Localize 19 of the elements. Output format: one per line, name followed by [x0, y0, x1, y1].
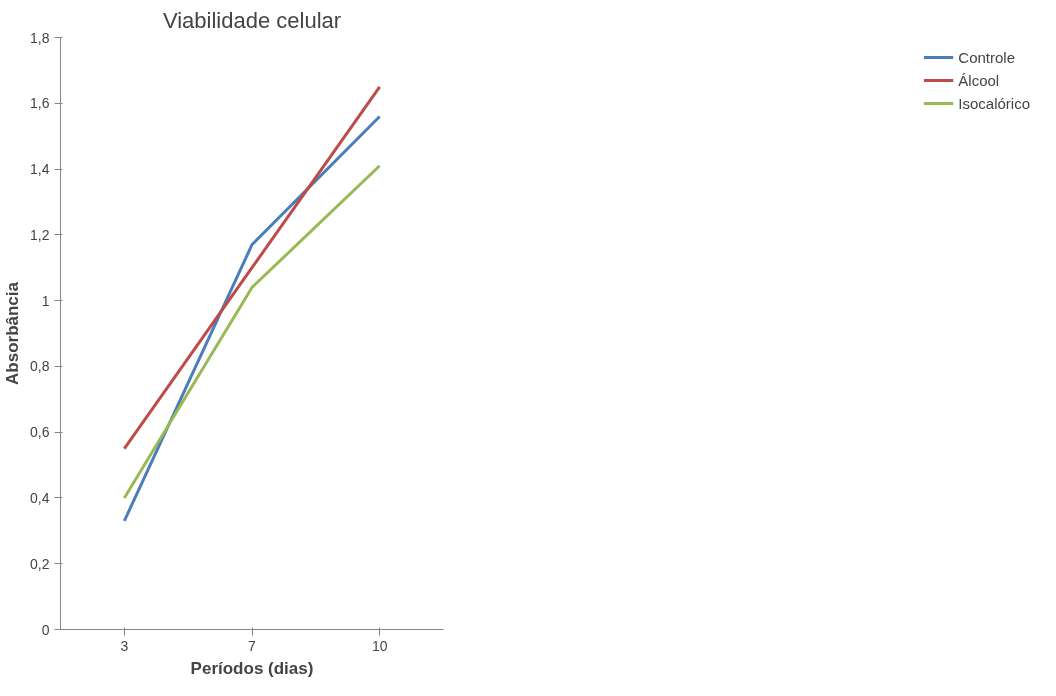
legend-label: Álcool: [958, 71, 1000, 89]
y-tick-label: 0: [41, 621, 50, 638]
y-tick-label: 1,2: [30, 226, 50, 243]
y-tick-label: 0,8: [30, 358, 50, 375]
y-tick-label: 1: [41, 292, 50, 309]
legend-label: Isocalórico: [958, 94, 1030, 112]
x-tick-label: 3: [120, 637, 129, 654]
y-tick-label: 0,4: [30, 489, 50, 506]
y-axis-title: Absorbância: [3, 281, 23, 385]
chart-title: Viabilidade celular: [162, 7, 342, 33]
legend-label: Controle: [958, 48, 1015, 66]
y-tick-label: 0,2: [30, 555, 50, 572]
y-tick-label: 0,6: [30, 424, 50, 441]
y-tick-label: 1,4: [30, 161, 50, 178]
x-tick-label: 10: [371, 637, 388, 654]
y-tick-label: 1,6: [30, 95, 50, 112]
y-tick-label: 1,8: [30, 29, 50, 46]
x-tick-label: 7: [248, 637, 257, 654]
x-axis-title: Períodos (dias): [190, 658, 314, 678]
